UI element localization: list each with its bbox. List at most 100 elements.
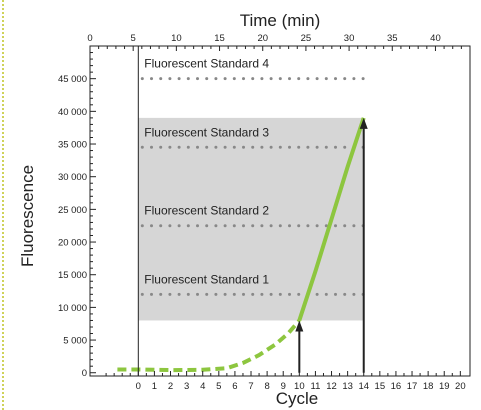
bottom-tick-label: 5 <box>216 381 221 392</box>
standard-dot <box>177 145 181 149</box>
standard-dot <box>242 224 246 228</box>
standard-dot <box>315 292 319 296</box>
standard-dot <box>196 292 200 296</box>
standard-dot <box>352 224 356 228</box>
page-edge-marker <box>2 0 4 410</box>
standard-dot <box>242 292 246 296</box>
standard-dot <box>334 292 338 296</box>
standard-dot <box>214 145 218 149</box>
standard-dot <box>223 145 227 149</box>
standard-dot <box>140 224 144 228</box>
shaded-band <box>138 117 364 321</box>
standard-dot <box>269 224 273 228</box>
bottom-tick-label: 20 <box>455 381 466 392</box>
standard-dot <box>352 292 356 296</box>
left-tick-label: 10 000 <box>58 303 87 314</box>
curve-dashed-segment <box>117 319 301 373</box>
standard-dot <box>159 292 163 296</box>
standard-dot <box>343 224 347 228</box>
top-tick-label: 5 <box>131 33 136 44</box>
standard-dot <box>214 292 218 296</box>
bottom-tick-label: 10 <box>294 381 305 392</box>
standard-dot <box>297 77 301 81</box>
arrow-head-1 <box>295 320 304 332</box>
top-tick-label: 20 <box>257 33 268 44</box>
standard-label-3: Fluorescent Standard 2 <box>144 204 269 218</box>
standard-dot <box>196 145 200 149</box>
bottom-tick-label: 1 <box>152 381 157 392</box>
left-tick-label: 5 000 <box>63 336 87 347</box>
standard-dot <box>168 145 172 149</box>
standard-dot <box>177 77 181 81</box>
standard-dot <box>177 224 181 228</box>
standard-dot <box>205 77 209 81</box>
standard-dot <box>324 292 328 296</box>
standard-dot <box>288 77 292 81</box>
standard-dot <box>251 224 255 228</box>
top-tick-label: 40 <box>430 33 441 44</box>
bottom-tick-label: 12 <box>326 381 337 392</box>
standard-dot <box>288 145 292 149</box>
standard-dot <box>150 145 154 149</box>
standard-dot <box>278 292 282 296</box>
standard-label-1: Fluorescent Standard 4 <box>144 57 269 71</box>
standard-dot <box>315 77 319 81</box>
left-tick-label: 45 000 <box>58 74 87 85</box>
standard-dot <box>186 292 190 296</box>
standard-dot <box>297 292 301 296</box>
standard-dot <box>205 292 209 296</box>
standard-dot <box>352 77 356 81</box>
standard-dot <box>324 224 328 228</box>
left-tick-label: 35 000 <box>58 140 87 151</box>
standard-dot <box>140 77 144 81</box>
standard-dot <box>177 292 181 296</box>
bottom-tick-label: 9 <box>281 381 286 392</box>
left-tick-label: 0 <box>82 368 87 379</box>
top-tick-label: 15 <box>214 33 225 44</box>
standard-dot <box>288 292 292 296</box>
standard-dot <box>343 292 347 296</box>
standard-dot <box>168 292 172 296</box>
standard-dot <box>159 224 163 228</box>
top-tick-label: 35 <box>387 33 398 44</box>
bottom-tick-label: 14 <box>358 381 369 392</box>
top-axis-title: Time (min) <box>240 11 321 30</box>
top-tick-label: 30 <box>344 33 355 44</box>
standard-dot <box>343 77 347 81</box>
standard-dot <box>150 292 154 296</box>
standard-dot <box>251 145 255 149</box>
bottom-tick-label: 17 <box>407 381 418 392</box>
standard-dot <box>260 224 264 228</box>
bottom-tick-label: 0 <box>136 381 141 392</box>
standard-dot <box>168 224 172 228</box>
bottom-tick-label: 4 <box>200 381 205 392</box>
bottom-tick-label: 2 <box>168 381 173 392</box>
standard-dot <box>269 292 273 296</box>
standard-dot <box>159 145 163 149</box>
standard-dot <box>251 77 255 81</box>
left-tick-label: 25 000 <box>58 205 87 216</box>
top-tick-label: 0 <box>87 33 92 44</box>
standard-dot <box>324 77 328 81</box>
bottom-tick-label: 13 <box>342 381 353 392</box>
standard-dot <box>334 145 338 149</box>
standard-dot <box>223 292 227 296</box>
bottom-tick-label: 16 <box>391 381 402 392</box>
bottom-tick-label: 11 <box>310 381 320 392</box>
standard-dot <box>205 145 209 149</box>
standard-dot <box>150 77 154 81</box>
standard-dot <box>278 145 282 149</box>
standard-dot <box>140 145 144 149</box>
standard-dot <box>269 77 273 81</box>
left-tick-label: 30 000 <box>58 172 87 183</box>
standard-dot <box>223 77 227 81</box>
standard-dot <box>242 77 246 81</box>
standard-dot <box>343 145 347 149</box>
bottom-tick-label: 6 <box>232 381 237 392</box>
curve-solid-segment <box>297 117 366 322</box>
standard-dot <box>260 145 264 149</box>
standard-dot <box>196 77 200 81</box>
standard-dot <box>324 145 328 149</box>
standard-dot <box>150 224 154 228</box>
left-tick-label: 20 000 <box>58 238 87 249</box>
